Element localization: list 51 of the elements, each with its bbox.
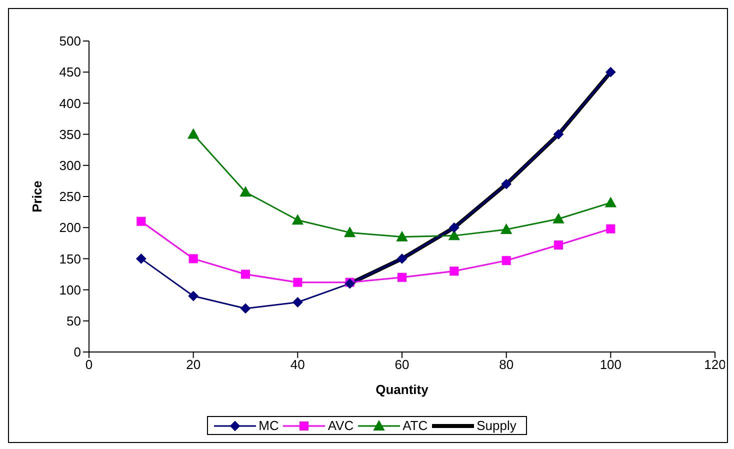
- y-tick-label: 400: [59, 96, 81, 111]
- x-tick-label: 60: [394, 357, 410, 372]
- point: [398, 272, 406, 282]
- y-tick-label: 450: [59, 64, 81, 80]
- point: [553, 213, 564, 224]
- point: [240, 186, 251, 197]
- x-tick-label: 120: [704, 357, 726, 372]
- point: [501, 179, 512, 190]
- y-axis-title: Price: [30, 180, 45, 212]
- point: [449, 222, 460, 233]
- legend-label: MC: [258, 418, 279, 433]
- point: [240, 303, 250, 314]
- point: [188, 128, 199, 139]
- point: [136, 254, 146, 264]
- point: [606, 67, 616, 78]
- x-tick-label: 80: [499, 357, 514, 372]
- x-tick-label: 40: [290, 357, 305, 372]
- y-tick-label: 300: [59, 158, 81, 174]
- point: [292, 297, 303, 308]
- y-tick-label: 50: [66, 314, 81, 329]
- x-tick-label: 0: [85, 357, 93, 372]
- point: [554, 129, 564, 140]
- point: [344, 227, 356, 238]
- y-tick-label: 150: [59, 251, 81, 266]
- point: [241, 270, 250, 279]
- y-tick-label: 350: [59, 126, 81, 142]
- y-tick-label: 250: [59, 189, 81, 204]
- point: [605, 197, 616, 208]
- point: [502, 256, 511, 266]
- x-axis-title: Quantity: [376, 382, 430, 397]
- point: [396, 231, 408, 242]
- y-tick-label: 200: [59, 220, 81, 236]
- x-tick-label: 100: [600, 357, 622, 372]
- y-tick-label: 0: [74, 344, 81, 360]
- legend-label: AVC: [328, 418, 354, 433]
- point: [397, 254, 407, 264]
- y-tick-label: 100: [59, 282, 81, 298]
- legend-label: Supply: [476, 418, 516, 433]
- legend-label: ATC: [402, 418, 428, 433]
- point: [292, 214, 304, 225]
- x-tick-label: 20: [186, 357, 201, 372]
- point: [188, 291, 198, 302]
- point: [448, 230, 460, 240]
- point: [293, 278, 302, 287]
- point: [606, 224, 616, 234]
- y-tick-label: 500: [59, 34, 81, 49]
- point: [450, 266, 459, 276]
- point: [188, 254, 198, 264]
- point: [136, 216, 146, 226]
- point: [554, 240, 563, 250]
- point: [500, 224, 512, 234]
